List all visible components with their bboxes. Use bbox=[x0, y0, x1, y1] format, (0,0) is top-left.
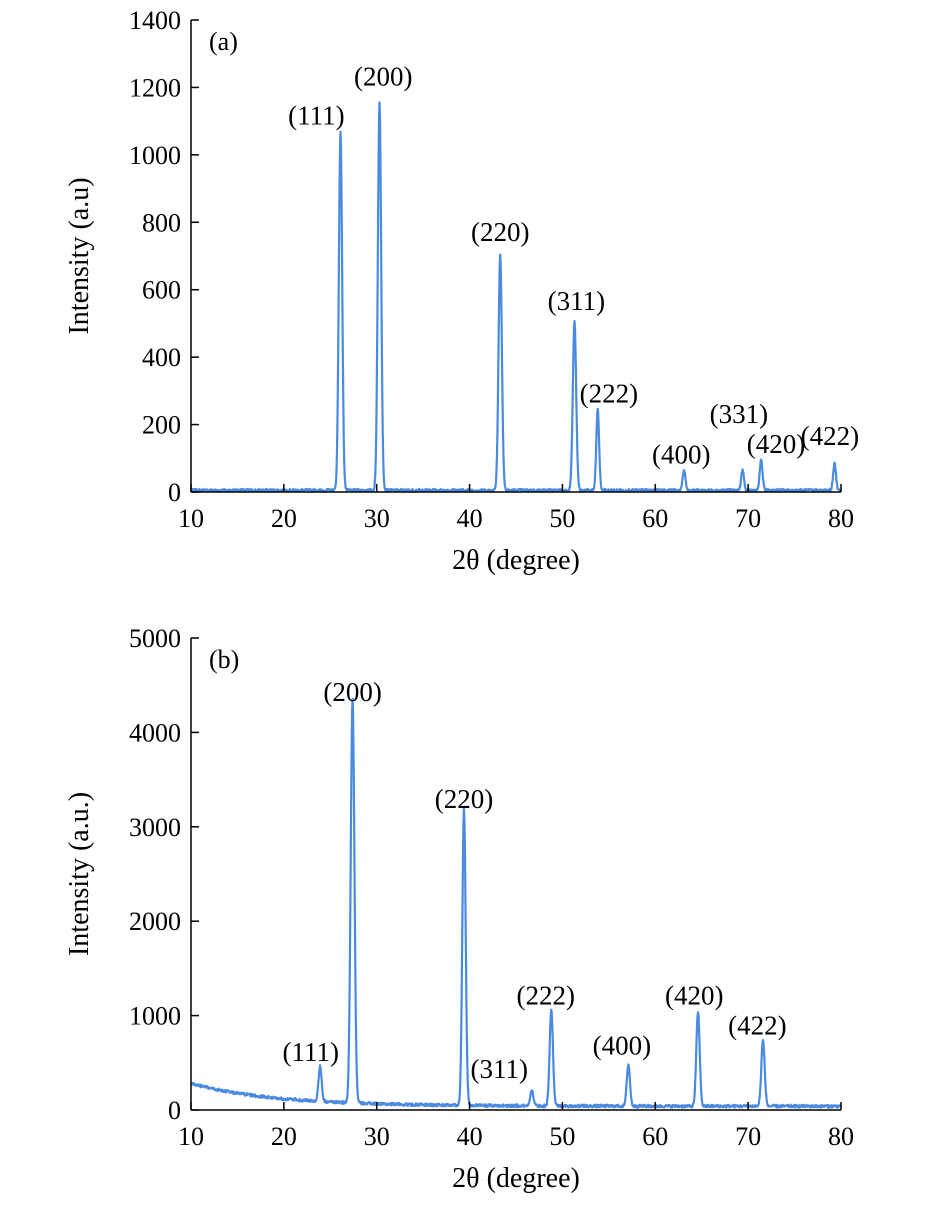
diffraction-series-line bbox=[190, 697, 842, 1109]
panel-label: (a) bbox=[209, 27, 238, 56]
y-tick-label: 3000 bbox=[129, 813, 181, 842]
x-tick-label: 60 bbox=[642, 1122, 668, 1151]
x-tick-label: 40 bbox=[457, 1122, 483, 1151]
x-axis-label: 2θ (degree) bbox=[452, 545, 580, 576]
axes: 0 200 400 600 800 1000 1200 1400 10 20 30 40 50 60 70 8… bbox=[129, 6, 854, 533]
peak-label: (200) bbox=[323, 677, 381, 707]
peak-label: (422) bbox=[728, 1010, 786, 1040]
y-tick-label: 1200 bbox=[129, 73, 181, 102]
peak-label: (331) bbox=[710, 399, 768, 429]
y-tick-label: 0 bbox=[168, 1096, 181, 1125]
x-tick-label: 10 bbox=[178, 1122, 204, 1151]
y-tick-label: 600 bbox=[142, 276, 181, 305]
peak-label: (400) bbox=[593, 1030, 651, 1060]
x-tick-label: 80 bbox=[828, 1122, 854, 1151]
peak-label: (311) bbox=[471, 1054, 528, 1084]
y-tick-label: 200 bbox=[142, 411, 181, 440]
peak-label: (400) bbox=[652, 439, 710, 469]
x-tick-label: 50 bbox=[549, 1122, 575, 1151]
peak-label: (200) bbox=[354, 62, 412, 92]
peak-label: (111) bbox=[288, 101, 344, 131]
y-tick-label: 1000 bbox=[129, 1002, 181, 1031]
y-axis-label: Intensity (a.u.) bbox=[64, 792, 95, 956]
axes: 0 1000 2000 3000 4000 5000 10 20 30 40 50 60 70 80 bbox=[129, 624, 854, 1151]
x-tick-label: 20 bbox=[271, 504, 297, 533]
y-tick-label: 1000 bbox=[129, 141, 181, 170]
y-tick-label: 4000 bbox=[129, 718, 181, 747]
y-tick-label: 400 bbox=[142, 343, 181, 372]
y-tick-label: 800 bbox=[142, 208, 181, 237]
chart-panel-a: 0 200 400 600 800 1000 1200 1400 10 20 30 40 50 60 70 8… bbox=[64, 6, 859, 576]
x-axis-label: 2θ (degree) bbox=[452, 1163, 580, 1194]
x-tick-label: 30 bbox=[364, 1122, 390, 1151]
peak-label: (222) bbox=[516, 980, 574, 1010]
x-tick-label: 70 bbox=[735, 1122, 761, 1151]
panel-label: (b) bbox=[209, 645, 239, 674]
x-tick-label: 30 bbox=[364, 504, 390, 533]
peak-label: (422) bbox=[801, 421, 859, 451]
peak-label: (311) bbox=[548, 286, 605, 316]
y-axis-label: Intensity (a.u) bbox=[64, 177, 95, 334]
peak-label: (420) bbox=[747, 429, 805, 459]
x-tick-label: 10 bbox=[178, 504, 204, 533]
chart-panel-b: 0 1000 2000 3000 4000 5000 10 20 30 40 50 60 70 80 2θ … bbox=[64, 624, 854, 1194]
peak-label: (220) bbox=[435, 784, 493, 814]
x-tick-label: 70 bbox=[735, 504, 761, 533]
peak-label: (222) bbox=[580, 379, 638, 409]
peak-label: (111) bbox=[283, 1037, 339, 1067]
diffraction-series-line bbox=[190, 101, 842, 493]
x-tick-label: 60 bbox=[642, 504, 668, 533]
x-tick-label: 80 bbox=[828, 504, 854, 533]
y-tick-label: 1400 bbox=[129, 6, 181, 35]
x-tick-label: 40 bbox=[457, 504, 483, 533]
x-tick-label: 20 bbox=[271, 1122, 297, 1151]
y-tick-label: 0 bbox=[168, 478, 181, 507]
y-tick-label: 5000 bbox=[129, 624, 181, 653]
peak-label: (220) bbox=[471, 217, 529, 247]
x-tick-label: 50 bbox=[549, 504, 575, 533]
y-tick-label: 2000 bbox=[129, 907, 181, 936]
peak-label: (420) bbox=[665, 980, 723, 1010]
